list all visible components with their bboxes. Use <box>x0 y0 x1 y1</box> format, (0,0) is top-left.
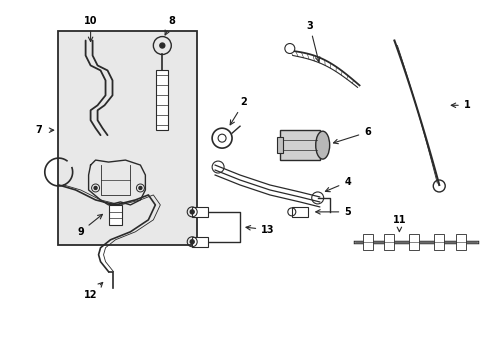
Circle shape <box>160 43 164 48</box>
Text: 4: 4 <box>325 177 350 192</box>
Circle shape <box>190 210 194 214</box>
Bar <box>156 71 168 130</box>
Text: 6: 6 <box>333 127 370 144</box>
Circle shape <box>285 44 294 54</box>
Text: 9: 9 <box>77 215 102 237</box>
Ellipse shape <box>315 131 329 159</box>
Bar <box>384 234 394 250</box>
Text: 12: 12 <box>83 283 102 300</box>
Text: 11: 11 <box>392 215 406 231</box>
Bar <box>408 234 419 250</box>
Bar <box>291 207 307 217</box>
Text: 2: 2 <box>230 97 247 125</box>
Bar <box>455 234 465 250</box>
Circle shape <box>94 186 97 189</box>
Circle shape <box>139 186 142 189</box>
Bar <box>433 234 443 250</box>
Bar <box>58 31 197 245</box>
Circle shape <box>190 240 194 244</box>
Text: 3: 3 <box>306 21 319 62</box>
Bar <box>192 237 208 247</box>
Bar <box>276 137 282 153</box>
Text: 5: 5 <box>315 207 350 217</box>
Bar <box>108 205 122 225</box>
Bar <box>362 234 372 250</box>
Text: 10: 10 <box>83 15 97 41</box>
Text: 7: 7 <box>35 125 42 135</box>
Bar <box>279 130 319 160</box>
Text: 1: 1 <box>450 100 469 110</box>
Bar <box>192 207 208 217</box>
Text: 8: 8 <box>165 15 175 35</box>
Text: 13: 13 <box>245 225 274 235</box>
